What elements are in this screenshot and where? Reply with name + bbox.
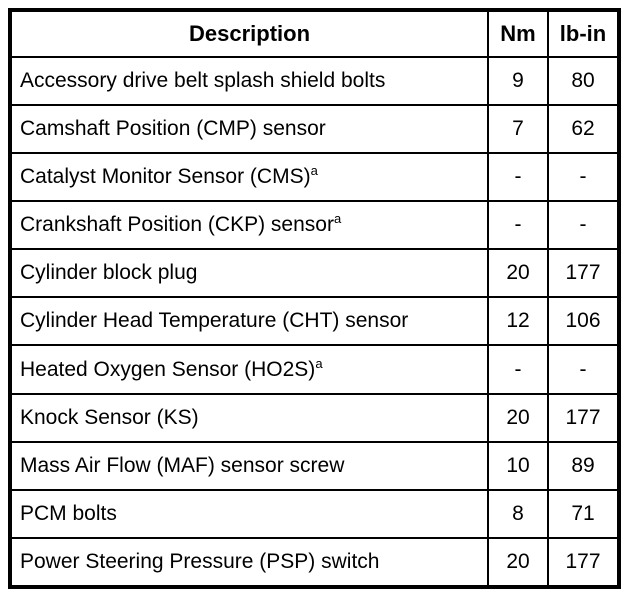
description-cell: Power Steering Pressure (PSP) switch: [9, 536, 489, 589]
description-cell: Knock Sensor (KS): [9, 392, 489, 443]
nm-value-cell: 7: [487, 104, 549, 155]
description-cell: Cylinder Head Temperature (CHT) sensor: [9, 296, 489, 347]
table-row: Catalyst Monitor Sensor (CMS)a - -: [9, 152, 620, 203]
description-text: Cylinder block plug: [20, 261, 198, 285]
description-text: Catalyst Monitor Sensor (CMS): [20, 165, 311, 189]
nm-value-cell: 20: [487, 248, 549, 299]
col-header-lbin: lb-in: [547, 9, 620, 58]
description-text: Crankshaft Position (CKP) sensor: [20, 213, 334, 237]
description-text: Cylinder Head Temperature (CHT) sensor: [20, 309, 409, 333]
description-cell: Camshaft Position (CMP) sensor: [9, 104, 489, 155]
description-cell: Catalyst Monitor Sensor (CMS)a: [9, 152, 489, 203]
header-row: Description Nm lb-in: [9, 9, 620, 58]
nm-value-cell: 20: [487, 392, 549, 443]
lbin-value-cell: -: [547, 344, 620, 395]
lbin-value-cell: 80: [547, 55, 620, 107]
description-cell: Crankshaft Position (CKP) sensora: [9, 200, 489, 251]
nm-value-cell: -: [487, 200, 549, 251]
description-text: Knock Sensor (KS): [20, 405, 199, 429]
nm-value-cell: -: [487, 344, 549, 395]
table-row: Cylinder Head Temperature (CHT) sensor 12…: [9, 296, 620, 347]
torque-spec-table: Description Nm lb-in Accessory drive bel…: [8, 8, 621, 589]
table-row: Power Steering Pressure (PSP) switch 20 17…: [9, 536, 620, 589]
table-row: Crankshaft Position (CKP) sensora - -: [9, 200, 620, 251]
nm-value-cell: 8: [487, 488, 549, 539]
lbin-value-cell: 71: [547, 488, 620, 539]
lbin-value-cell: -: [547, 152, 620, 203]
table-row: Knock Sensor (KS) 20 177: [9, 392, 620, 443]
description-text: Mass Air Flow (MAF) sensor screw: [20, 453, 345, 477]
table-body: Accessory drive belt splash shield bolts…: [9, 55, 620, 589]
footnote-marker: a: [315, 355, 323, 371]
description-cell: Accessory drive belt splash shield bolts: [9, 55, 489, 107]
lbin-value-cell: -: [547, 200, 620, 251]
table-row: Cylinder block plug 20 177: [9, 248, 620, 299]
table-row: PCM bolts 8 71: [9, 488, 620, 539]
nm-value-cell: 20: [487, 536, 549, 589]
nm-value-cell: 12: [487, 296, 549, 347]
table-row: Camshaft Position (CMP) sensor 7 62: [9, 104, 620, 155]
table-row: Accessory drive belt splash shield bolts…: [9, 55, 620, 107]
description-cell: PCM bolts: [9, 488, 489, 539]
description-text: Accessory drive belt splash shield bolts: [20, 69, 386, 93]
nm-value-cell: 9: [487, 55, 549, 107]
description-cell: Mass Air Flow (MAF) sensor screw: [9, 440, 489, 491]
lbin-value-cell: 177: [547, 536, 620, 589]
description-cell: Cylinder block plug: [9, 248, 489, 299]
col-header-description: Description: [9, 9, 489, 58]
table-row: Mass Air Flow (MAF) sensor screw 10 89: [9, 440, 620, 491]
lbin-value-cell: 177: [547, 248, 620, 299]
description-cell: Heated Oxygen Sensor (HO2S)a: [9, 344, 489, 395]
lbin-value-cell: 177: [547, 392, 620, 443]
description-text: PCM bolts: [20, 501, 117, 525]
col-header-nm: Nm: [487, 9, 549, 58]
description-text: Camshaft Position (CMP) sensor: [20, 117, 326, 141]
nm-value-cell: 10: [487, 440, 549, 491]
nm-value-cell: -: [487, 152, 549, 203]
lbin-value-cell: 89: [547, 440, 620, 491]
description-text: Power Steering Pressure (PSP) switch: [20, 549, 380, 573]
table-row: Heated Oxygen Sensor (HO2S)a - -: [9, 344, 620, 395]
lbin-value-cell: 106: [547, 296, 620, 347]
footnote-marker: a: [310, 163, 318, 179]
lbin-value-cell: 62: [547, 104, 620, 155]
description-text: Heated Oxygen Sensor (HO2S): [20, 357, 316, 381]
footnote-marker: a: [333, 211, 342, 227]
